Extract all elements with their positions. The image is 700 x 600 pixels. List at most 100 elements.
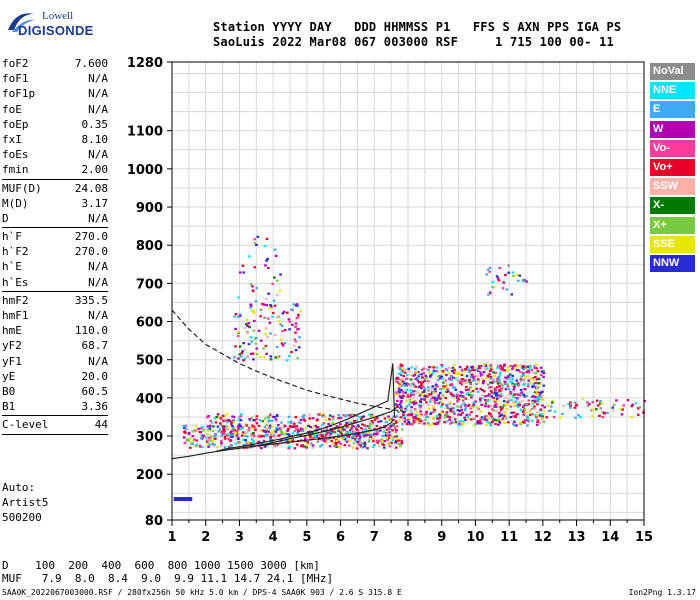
echo-point <box>237 315 240 318</box>
echo-point <box>535 363 538 366</box>
echo-point <box>199 427 203 430</box>
echo-point <box>499 393 503 396</box>
echo-point <box>245 445 248 448</box>
echo-point <box>516 404 519 407</box>
echo-point <box>230 423 233 426</box>
echo-point <box>252 329 256 332</box>
echo-point <box>403 369 407 372</box>
param-row: B1 3.36 <box>2 399 108 414</box>
echo-point <box>484 368 487 371</box>
echo-point <box>536 419 540 422</box>
echo-point <box>303 419 307 422</box>
echo-point <box>227 438 230 441</box>
echo-point <box>230 433 234 437</box>
clevel-name: C-level <box>2 418 49 432</box>
echo-point <box>450 416 454 419</box>
echo-point <box>229 439 233 442</box>
echo-point <box>540 370 544 373</box>
echo-point <box>341 427 345 430</box>
echo-point <box>525 394 528 398</box>
echo-point <box>419 405 422 408</box>
echo-point <box>235 434 239 437</box>
echo-point <box>336 427 340 431</box>
echo-point <box>320 413 324 416</box>
echo-point <box>521 366 525 369</box>
param-row: fxI 8.10 <box>2 132 108 147</box>
echo-point <box>414 402 418 405</box>
echo-point <box>330 439 333 442</box>
echo-point <box>551 400 555 403</box>
echo-point <box>223 429 226 432</box>
echo-point <box>533 405 536 408</box>
echo-point <box>302 418 306 421</box>
echo-point <box>209 439 212 442</box>
echo-point <box>251 432 255 435</box>
echo-point <box>433 408 436 411</box>
echo-point <box>308 413 311 416</box>
echo-point <box>488 270 491 273</box>
echo-point <box>431 372 435 375</box>
echo-point <box>197 427 201 430</box>
echo-point <box>252 312 256 315</box>
echo-point <box>416 416 420 419</box>
echo-point <box>507 399 511 403</box>
legend-item-sse: SSE <box>650 235 695 253</box>
echo-point <box>385 433 388 437</box>
echo-point <box>193 429 197 432</box>
echo-point <box>405 422 409 426</box>
echo-point <box>420 382 423 385</box>
echo-point <box>241 264 245 267</box>
echo-point <box>418 407 422 410</box>
echo-point <box>298 421 301 424</box>
echo-point <box>400 409 403 412</box>
echo-point <box>538 421 542 425</box>
echo-point <box>391 438 395 442</box>
param-row: foF1 N/A <box>2 71 108 86</box>
param-value: N/A <box>88 72 108 86</box>
echo-point <box>456 371 459 374</box>
echo-point <box>435 398 438 401</box>
echo-point <box>425 376 428 379</box>
echo-point <box>237 357 240 360</box>
echo-point <box>447 372 450 375</box>
echo-point <box>345 421 348 424</box>
echo-point <box>191 442 194 445</box>
echo-point <box>413 368 417 371</box>
echo-point <box>482 363 486 367</box>
echo-point <box>340 432 344 436</box>
echo-point <box>344 415 347 418</box>
echo-point <box>289 420 293 423</box>
echo-point <box>517 393 520 396</box>
echo-point <box>328 445 332 448</box>
echo-point <box>492 409 496 412</box>
echo-point <box>532 371 535 374</box>
echo-point <box>386 432 389 435</box>
echo-point <box>388 434 391 437</box>
echo-point <box>503 382 507 385</box>
echo-point <box>361 446 365 449</box>
chart-axes: 1 2 3 4 5 6 7 8 9 10 11 12 13 14 158020030040050060070… <box>127 56 653 545</box>
echo-point <box>423 389 426 392</box>
echo-point <box>433 402 437 405</box>
echo-point <box>441 370 445 373</box>
echo-point <box>523 388 527 391</box>
echo-point <box>487 405 490 408</box>
echo-point <box>460 370 464 373</box>
echo-point <box>579 416 582 419</box>
echo-point <box>523 395 527 398</box>
echo-point <box>406 374 409 377</box>
echo-point <box>395 425 399 428</box>
echo-point <box>484 415 487 418</box>
echo-point <box>448 418 451 421</box>
param-row: yF2 68.7 <box>2 338 108 353</box>
echo-point <box>403 371 407 374</box>
echo-point <box>292 303 296 306</box>
echo-point <box>324 438 327 441</box>
echo-point <box>434 387 437 390</box>
echo-point <box>453 412 456 415</box>
echo-point <box>346 426 349 429</box>
echo-point <box>284 432 288 435</box>
echo-point <box>360 415 364 418</box>
echo-point <box>293 338 296 341</box>
echo-point <box>494 394 498 397</box>
